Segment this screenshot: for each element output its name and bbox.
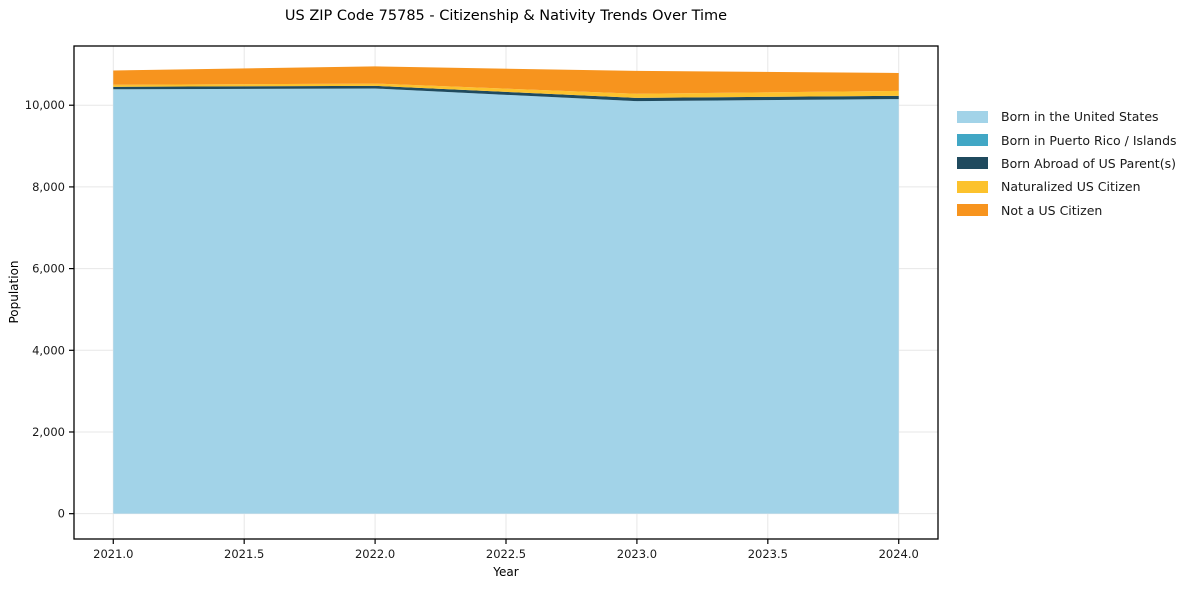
legend-item: Not a US Citizen <box>957 199 1177 222</box>
y-tick-label: 10,000 <box>25 98 65 112</box>
legend: Born in the United States Born in Puerto … <box>957 105 1177 222</box>
legend-label: Born in Puerto Rico / Islands <box>1001 132 1177 148</box>
y-tick-label: 8,000 <box>32 180 65 194</box>
area-series <box>113 88 899 514</box>
legend-item: Born Abroad of US Parent(s) <box>957 152 1177 175</box>
y-axis-label: Population <box>7 260 21 324</box>
legend-item: Born in the United States <box>957 105 1177 128</box>
legend-item: Born in Puerto Rico / Islands <box>957 128 1177 151</box>
area-series <box>113 66 899 94</box>
x-axis-label: Year <box>493 565 519 579</box>
x-tick-label: 2022.5 <box>486 547 526 561</box>
area-series <box>113 83 899 98</box>
x-tick-label: 2023.5 <box>748 547 788 561</box>
legend-swatch-icon <box>957 180 988 193</box>
legend-item: Naturalized US Citizen <box>957 175 1177 198</box>
legend-swatch-icon <box>957 204 988 217</box>
y-tick-label: 0 <box>58 507 65 521</box>
y-tick-label: 2,000 <box>32 425 65 439</box>
chart-title: US ZIP Code 75785 - Citizenship & Nativi… <box>284 8 728 24</box>
legend-swatch-icon <box>957 110 988 123</box>
x-tick-label: 2022.0 <box>355 547 395 561</box>
legend-label: Naturalized US Citizen <box>1001 179 1141 195</box>
legend-label: Born Abroad of US Parent(s) <box>1001 155 1176 171</box>
legend-label: Born in the United States <box>1001 109 1159 125</box>
legend-label: Not a US Citizen <box>1001 202 1103 218</box>
x-tick-label: 2021.5 <box>224 547 264 561</box>
y-tick-label: 4,000 <box>32 343 65 357</box>
area-series <box>113 85 899 102</box>
y-tick-label: 6,000 <box>32 262 65 276</box>
x-tick-label: 2023.0 <box>617 547 657 561</box>
x-tick-label: 2024.0 <box>879 547 919 561</box>
x-tick-label: 2021.0 <box>93 547 133 561</box>
legend-swatch-icon <box>957 157 988 170</box>
legend-swatch-icon <box>957 134 988 147</box>
